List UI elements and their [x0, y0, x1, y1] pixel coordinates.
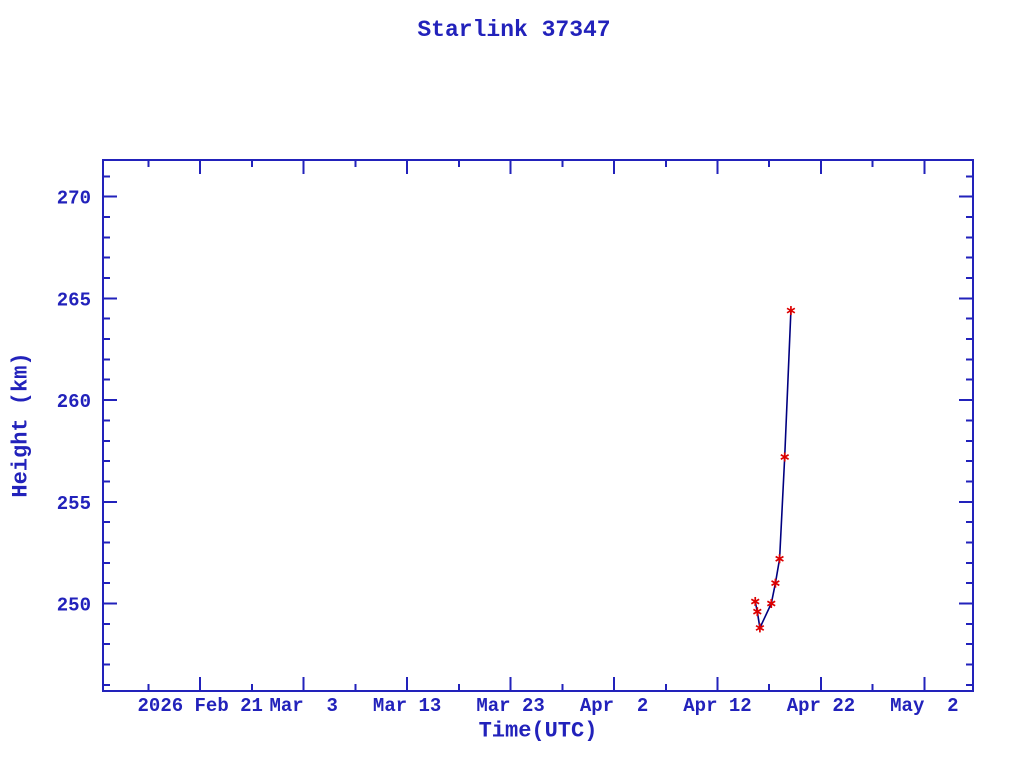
data-point-marker: [771, 578, 780, 588]
data-point-marker: [775, 554, 784, 564]
asterisk-marker-stroke: [752, 608, 762, 615]
y-tick-label: 265: [57, 289, 91, 311]
asterisk-marker-stroke: [755, 624, 765, 631]
y-tick-label: 255: [57, 493, 91, 515]
asterisk-marker-stroke: [771, 580, 780, 587]
height-trend-line: [754, 310, 792, 631]
asterisk-marker-stroke: [750, 598, 760, 605]
x-tick-label: Apr 22: [787, 695, 855, 717]
asterisk-marker-stroke: [780, 454, 790, 461]
x-tick-label: Mar 23: [476, 695, 544, 717]
y-tick-label: 250: [57, 595, 91, 617]
x-tick-label: May 2: [890, 695, 958, 717]
x-tick-label: Mar 3: [269, 695, 337, 717]
y-tick-label: 270: [57, 188, 91, 210]
data-point-marker: [755, 623, 765, 633]
data-point-marker: [750, 596, 760, 606]
data-point-marker: [786, 306, 796, 316]
data-point-marker: [766, 599, 776, 609]
x-tick-label: Apr 2: [580, 695, 648, 717]
y-tick-label: 260: [57, 391, 91, 413]
asterisk-marker-stroke: [786, 307, 796, 314]
plot-frame: [102, 159, 974, 692]
x-tick-label: Mar 13: [373, 695, 441, 717]
asterisk-marker-stroke: [775, 555, 784, 562]
data-point-marker: [752, 607, 762, 617]
chart-title: Starlink 37347: [417, 17, 611, 43]
x-tick-label: Apr 12: [683, 695, 751, 717]
data-point-marker: [780, 452, 790, 462]
x-axis-title: Time(UTC): [478, 718, 598, 744]
y-axis-title: Height (km): [8, 352, 34, 498]
x-tick-label: 2026 Feb 21: [138, 695, 263, 717]
asterisk-marker-stroke: [766, 600, 776, 607]
